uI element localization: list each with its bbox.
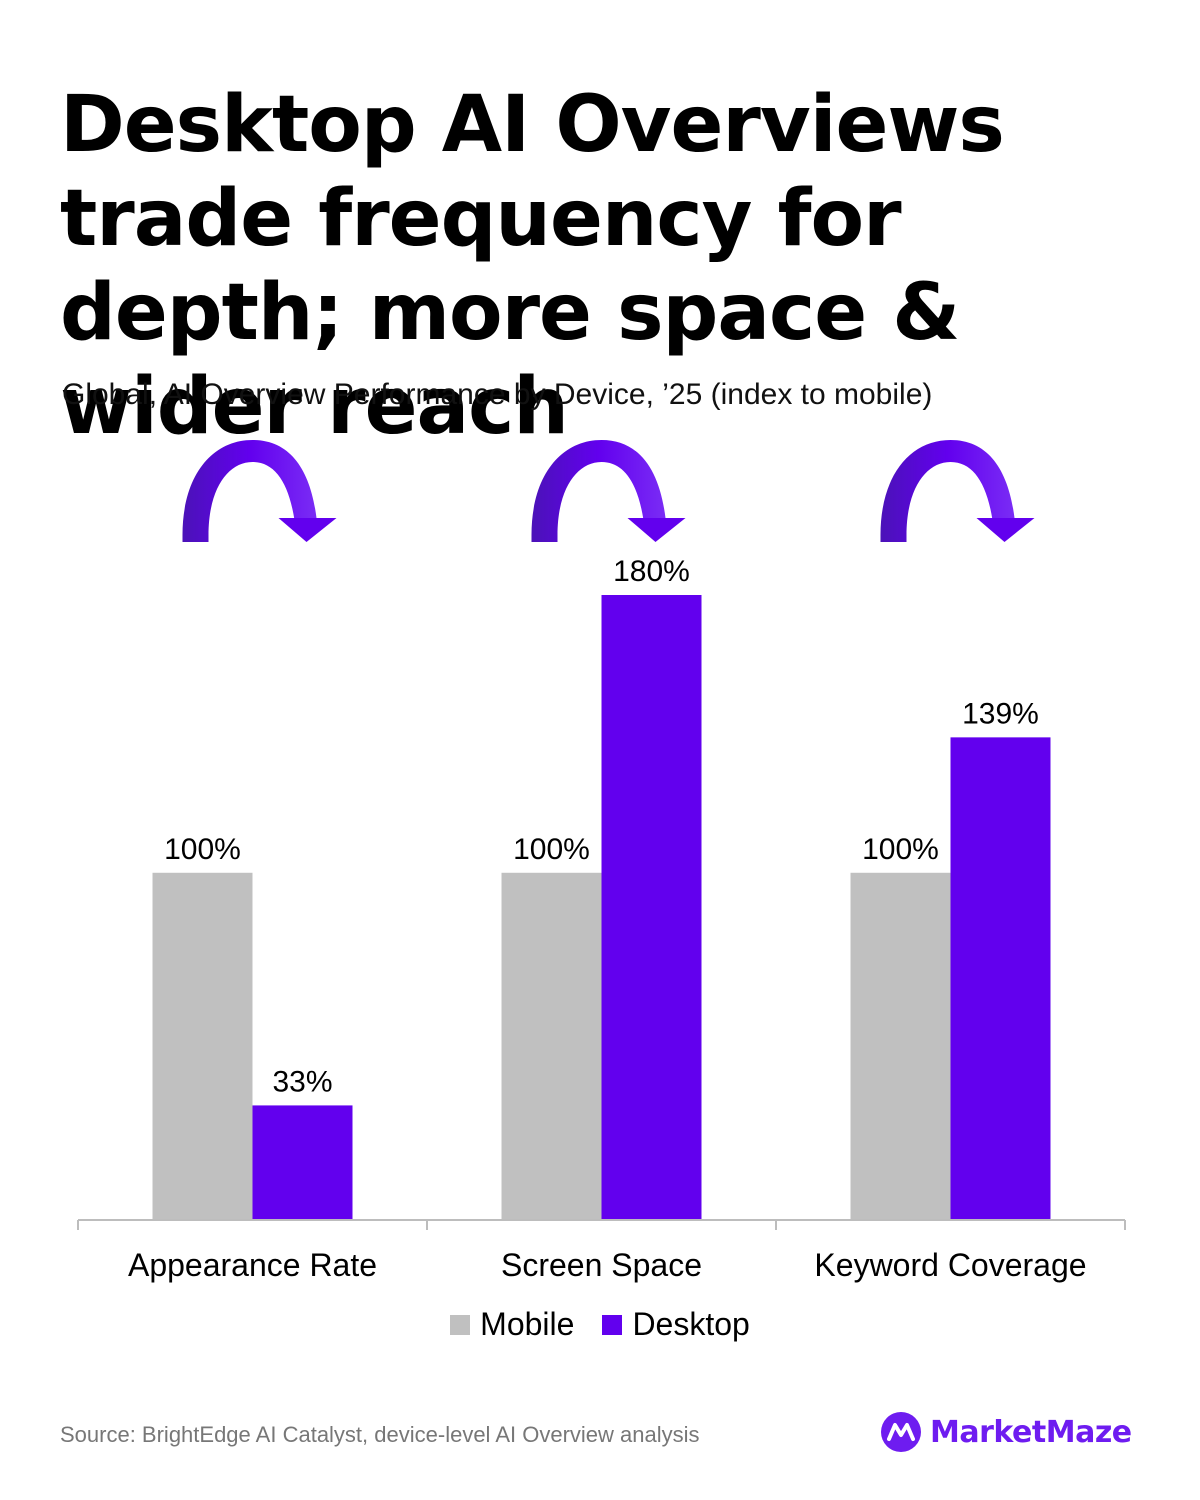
bar-screen-space-desktop — [601, 595, 702, 1220]
bar-chart: 100% 33% 100% 180% 100% 139% Appearance Rate S… — [77, 440, 1126, 1283]
chart-subtitle: Global, AI Overview Performance by Devic… — [62, 378, 933, 411]
legend-item-mobile: Mobile — [450, 1306, 574, 1343]
category-label-screen-space: Screen Space — [501, 1247, 702, 1283]
bar-keyword-coverage-desktop — [950, 737, 1051, 1220]
legend-item-desktop: Desktop — [602, 1306, 750, 1343]
source-note: Source: BrightEdge AI Catalyst, device-l… — [60, 1422, 700, 1447]
category-label-keyword-coverage: Keyword Coverage — [814, 1247, 1086, 1283]
chart-title: Desktop AI Overviews trade frequency for… — [60, 80, 1005, 452]
bar-screen-space-mobile — [501, 872, 602, 1220]
legend-swatch-desktop — [602, 1314, 623, 1335]
brand-name: MarketMaze — [930, 1414, 1132, 1450]
data-label-appearance-rate-desktop: 33% — [272, 1065, 332, 1098]
data-label-keyword-coverage-mobile: 100% — [862, 833, 939, 866]
marketmaze-logo-icon — [881, 1412, 921, 1452]
brand-logo: MarketMaze — [880, 1411, 1132, 1453]
legend: Mobile Desktop — [0, 1306, 1200, 1343]
curved-arrow-icon — [531, 440, 686, 542]
bar-keyword-coverage-mobile — [850, 872, 951, 1220]
bar-appearance-rate-desktop — [252, 1105, 353, 1220]
data-label-screen-space-desktop: 180% — [613, 555, 690, 588]
data-label-screen-space-mobile: 100% — [513, 833, 590, 866]
category-label-appearance-rate: Appearance Rate — [128, 1247, 377, 1283]
axis-layer: Appearance Rate Screen Space Keyword Cover… — [77, 1219, 1126, 1283]
data-label-appearance-rate-mobile: 100% — [164, 833, 241, 866]
bars-layer — [152, 595, 1051, 1220]
legend-label-desktop: Desktop — [632, 1306, 750, 1342]
legend-label-mobile: Mobile — [480, 1306, 575, 1342]
bar-appearance-rate-mobile — [152, 872, 253, 1220]
data-label-keyword-coverage-desktop: 139% — [962, 697, 1039, 730]
labels-layer: 100% 33% 100% 180% 100% 139% — [164, 555, 1039, 1098]
curved-arrow-icon — [880, 440, 1035, 542]
legend-swatch-mobile — [450, 1314, 471, 1335]
arrows-layer — [182, 440, 1035, 542]
curved-arrow-icon — [182, 440, 337, 542]
